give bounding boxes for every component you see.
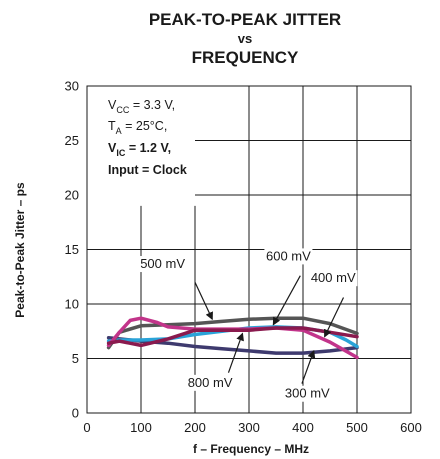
condition-vcc: VCC = 3.3 V, (108, 98, 175, 115)
annotation-arrow-800-mv (227, 332, 244, 373)
annotation-label-800-mv: 800 mV (188, 375, 233, 390)
annotation-bg-600-mv (264, 248, 313, 265)
condition-input: Input = Clock (108, 163, 187, 177)
annotation-bg-300-mv (283, 385, 332, 402)
annotation-arrow-500-mv (194, 281, 213, 321)
annotation-arrow-300-mv (301, 349, 316, 384)
x-tick-label: 600 (400, 420, 422, 435)
annotation-label-400-mv: 400 mV (311, 270, 356, 285)
y-axis-label: Peak-to-Peak Jitter – ps (13, 182, 27, 318)
annotation-label-300-mv: 300 mV (285, 386, 330, 401)
grid (87, 86, 411, 413)
chart-title-line-2: vs (238, 31, 252, 46)
y-tick-label: 25 (65, 133, 79, 148)
condition-ta: TA = 25°C, (108, 119, 167, 136)
x-axis-label: f – Frequency – MHz (193, 442, 309, 456)
y-tick-label: 20 (65, 188, 79, 203)
condition-vic: VIC = 1.2 V, (108, 141, 171, 158)
annotation-bg-400-mv (309, 270, 358, 287)
annotation-bg-500-mv (138, 256, 187, 273)
y-tick-label: 5 (72, 351, 79, 366)
y-tick-label: 10 (65, 297, 79, 312)
plot-frame (86, 85, 412, 414)
annotation-label-500-mv: 500 mV (140, 256, 185, 271)
x-tick-label: 100 (130, 420, 152, 435)
x-tick-label: 400 (292, 420, 314, 435)
y-tick-label: 30 (65, 79, 79, 94)
x-tick-label: 300 (238, 420, 260, 435)
series-line-800-mv (106, 326, 359, 348)
x-tick-label: 200 (184, 420, 206, 435)
chart-title-line-1: PEAK-TO-PEAK JITTER (149, 10, 341, 29)
annotation-label-600-mv: 600 mV (266, 248, 311, 263)
y-tick-label: 0 (72, 406, 79, 421)
chart-title-line-3: FREQUENCY (192, 48, 299, 67)
series-line-500-mv (106, 316, 359, 350)
x-tick-label: 0 (83, 420, 90, 435)
annotation-arrow-600-mv (272, 275, 301, 326)
annotation-arrow-400-mv (324, 297, 345, 338)
annotation-bg-800-mv (186, 374, 235, 391)
y-tick-label: 15 (65, 242, 79, 257)
series-lines (106, 316, 359, 360)
x-tick-label: 500 (346, 420, 368, 435)
